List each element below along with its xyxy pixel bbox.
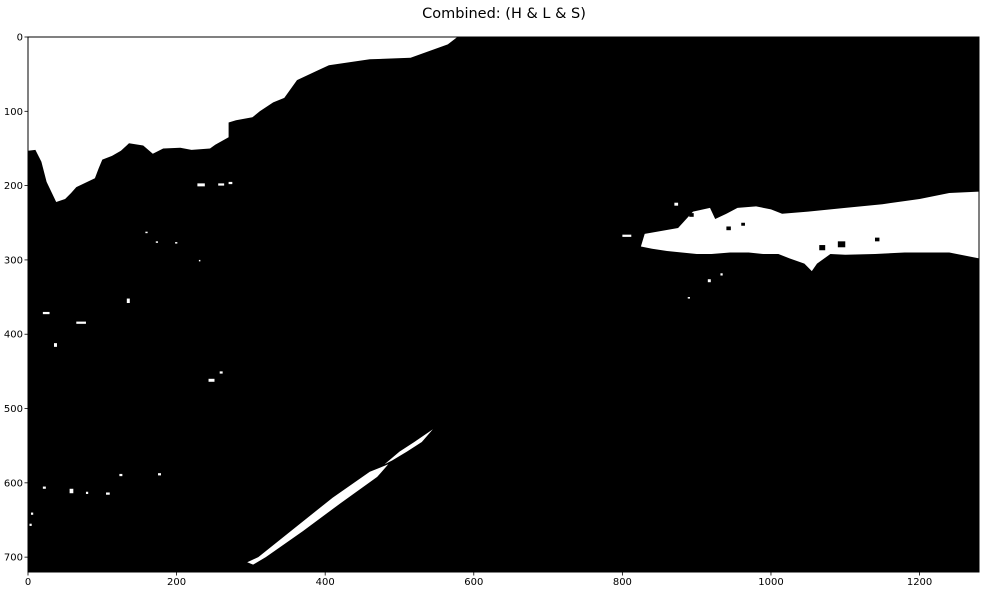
pixel-blob bbox=[187, 132, 190, 134]
dark-blob bbox=[726, 226, 731, 231]
pixel-blob bbox=[707, 279, 711, 283]
x-tick-label: 800 bbox=[613, 577, 632, 588]
pixel-blob bbox=[42, 311, 50, 315]
binary-image bbox=[28, 37, 979, 572]
left-lane-line bbox=[247, 464, 389, 565]
x-tick-label: 200 bbox=[167, 577, 186, 588]
pixel-blob bbox=[219, 371, 223, 374]
pixel-blob bbox=[228, 181, 233, 185]
pixel-blob bbox=[155, 241, 159, 243]
x-tick-label: 600 bbox=[464, 577, 483, 588]
y-tick-label: 200 bbox=[4, 181, 23, 192]
pixel-blob bbox=[218, 183, 225, 186]
y-tick-label: 500 bbox=[4, 404, 23, 415]
left-lane-dashes bbox=[384, 429, 433, 465]
pixel-blob bbox=[30, 512, 34, 515]
x-tick-label: 1000 bbox=[758, 577, 783, 588]
y-axis: 0 100 200 300 400 500 600 700 bbox=[4, 33, 28, 564]
right-lane-region bbox=[640, 191, 979, 272]
pixel-blob bbox=[76, 321, 86, 324]
pixel-blob bbox=[54, 343, 57, 347]
x-tick-label: 400 bbox=[316, 577, 335, 588]
pixel-blob bbox=[687, 297, 690, 299]
dark-blob bbox=[689, 213, 694, 217]
dark-blob bbox=[741, 222, 745, 226]
pixel-blob bbox=[69, 488, 74, 494]
dark-blob bbox=[819, 245, 826, 251]
pixel-blob bbox=[720, 273, 723, 276]
y-tick-label: 700 bbox=[4, 553, 23, 564]
pixel-blob bbox=[42, 486, 46, 489]
pixel-blob bbox=[119, 473, 123, 477]
pixel-blob bbox=[158, 473, 161, 476]
pixel-blob bbox=[198, 259, 201, 262]
pixel-blob bbox=[175, 242, 178, 244]
pixel-blob bbox=[106, 492, 110, 495]
y-tick-label: 400 bbox=[4, 330, 23, 341]
pixel-blob bbox=[85, 491, 89, 494]
pixel-blob bbox=[889, 242, 895, 245]
pixel-blob bbox=[29, 523, 32, 526]
chart-title: Combined: (H & L & S) bbox=[422, 6, 586, 22]
pixel-blob bbox=[860, 245, 864, 249]
x-tick-label: 0 bbox=[25, 577, 31, 588]
axes-frame bbox=[27, 36, 980, 573]
y-tick-label: 600 bbox=[4, 478, 23, 489]
pixel-blob bbox=[145, 231, 148, 234]
pixel-blob bbox=[126, 298, 130, 304]
pixel-blob bbox=[356, 44, 360, 49]
y-tick-label: 300 bbox=[4, 255, 23, 266]
x-axis: 0 200 400 600 800 1000 1200 bbox=[25, 572, 932, 588]
pixel-blob bbox=[210, 127, 213, 130]
pixel-blob bbox=[68, 184, 72, 187]
x-tick-label: 1200 bbox=[907, 577, 932, 588]
dark-blob bbox=[874, 237, 880, 242]
y-tick-label: 0 bbox=[17, 33, 23, 44]
pixel-blob bbox=[197, 183, 205, 187]
pixel-blob bbox=[674, 202, 679, 206]
pixel-blob bbox=[622, 234, 632, 237]
pixel-blob bbox=[208, 378, 215, 382]
y-tick-label: 100 bbox=[4, 107, 23, 118]
sky-region bbox=[28, 37, 458, 202]
pixel-blob bbox=[63, 194, 66, 197]
dark-blob bbox=[837, 241, 846, 248]
